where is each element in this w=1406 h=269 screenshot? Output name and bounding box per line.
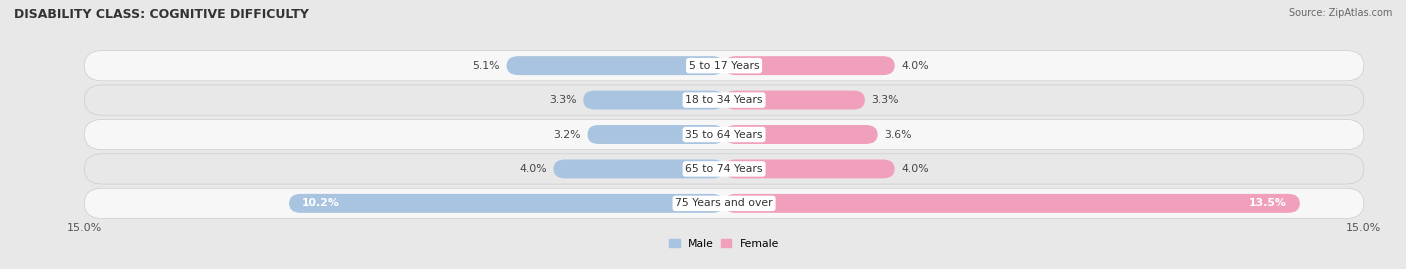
- Text: 4.0%: 4.0%: [901, 61, 929, 71]
- Text: 3.2%: 3.2%: [554, 129, 581, 140]
- FancyBboxPatch shape: [506, 56, 724, 75]
- FancyBboxPatch shape: [724, 56, 894, 75]
- Text: 13.5%: 13.5%: [1249, 198, 1286, 208]
- Text: 35 to 64 Years: 35 to 64 Years: [685, 129, 763, 140]
- FancyBboxPatch shape: [84, 188, 1364, 218]
- FancyBboxPatch shape: [724, 194, 1301, 213]
- FancyBboxPatch shape: [724, 160, 894, 178]
- Text: Source: ZipAtlas.com: Source: ZipAtlas.com: [1288, 8, 1392, 18]
- Text: 4.0%: 4.0%: [519, 164, 547, 174]
- Text: 10.2%: 10.2%: [302, 198, 340, 208]
- Text: 5 to 17 Years: 5 to 17 Years: [689, 61, 759, 71]
- FancyBboxPatch shape: [588, 125, 724, 144]
- Text: DISABILITY CLASS: COGNITIVE DIFFICULTY: DISABILITY CLASS: COGNITIVE DIFFICULTY: [14, 8, 309, 21]
- Text: 18 to 34 Years: 18 to 34 Years: [685, 95, 763, 105]
- FancyBboxPatch shape: [724, 125, 877, 144]
- Text: 3.6%: 3.6%: [884, 129, 911, 140]
- Text: 3.3%: 3.3%: [872, 95, 898, 105]
- Text: 5.1%: 5.1%: [472, 61, 501, 71]
- FancyBboxPatch shape: [84, 51, 1364, 81]
- Text: 3.3%: 3.3%: [550, 95, 576, 105]
- FancyBboxPatch shape: [554, 160, 724, 178]
- Text: 65 to 74 Years: 65 to 74 Years: [685, 164, 763, 174]
- FancyBboxPatch shape: [84, 119, 1364, 150]
- FancyBboxPatch shape: [290, 194, 724, 213]
- FancyBboxPatch shape: [724, 91, 865, 109]
- FancyBboxPatch shape: [84, 85, 1364, 115]
- Legend: Male, Female: Male, Female: [665, 234, 783, 253]
- Text: 75 Years and over: 75 Years and over: [675, 198, 773, 208]
- FancyBboxPatch shape: [84, 154, 1364, 184]
- Text: 4.0%: 4.0%: [901, 164, 929, 174]
- FancyBboxPatch shape: [583, 91, 724, 109]
